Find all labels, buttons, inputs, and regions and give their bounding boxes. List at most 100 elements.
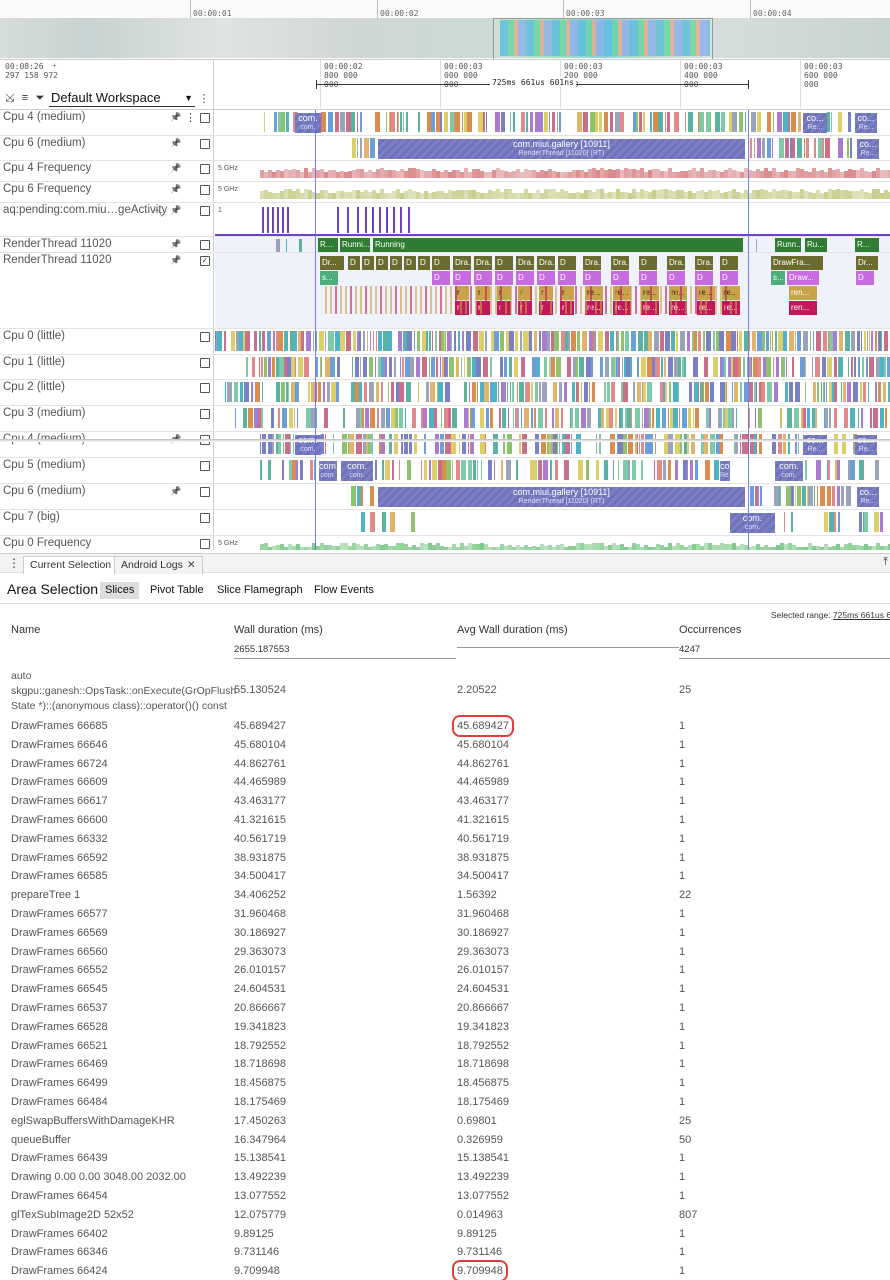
cpu-slice[interactable]: [471, 408, 475, 428]
thread-slice[interactable]: D: [418, 256, 430, 270]
cpu-slice[interactable]: [642, 382, 643, 402]
cpu-slice[interactable]: [829, 382, 832, 402]
cpu-slice[interactable]: [434, 408, 437, 428]
cpu-slice[interactable]: [467, 112, 472, 132]
cpu-slice[interactable]: [544, 357, 547, 377]
cpu-slice[interactable]: [473, 331, 478, 351]
cpu-slice[interactable]: [606, 408, 609, 428]
cpu-slice[interactable]: [521, 112, 525, 132]
thread-slice[interactable]: D: [537, 271, 555, 285]
cpu-slice[interactable]: [576, 357, 578, 377]
cpu-slice[interactable]: [816, 357, 820, 377]
cpu-slice[interactable]: [735, 434, 738, 454]
thread-slice-thin[interactable]: [690, 286, 692, 314]
cpu-slice[interactable]: [788, 112, 790, 132]
cpu-slice-labeled[interactable]: co...Re...: [803, 435, 827, 455]
cpu-slice[interactable]: [567, 357, 571, 377]
cpu-slice[interactable]: [791, 512, 793, 532]
cpu-slice[interactable]: [524, 408, 529, 428]
track-lane[interactable]: [215, 355, 890, 379]
cpu-slice[interactable]: [429, 408, 434, 428]
thread-slice-thin[interactable]: [325, 286, 327, 314]
cpu-slice[interactable]: [495, 112, 500, 132]
cpu-slice[interactable]: [757, 331, 762, 351]
cpu-slice[interactable]: [517, 382, 518, 402]
cpu-slice[interactable]: [401, 434, 403, 454]
track-shell[interactable]: Cpu 2 (little): [0, 380, 214, 405]
pin-icon[interactable]: 📌: [170, 112, 182, 122]
cpu-slice[interactable]: [857, 331, 860, 351]
cpu-slice[interactable]: [591, 357, 593, 377]
cpu-slice[interactable]: [476, 357, 481, 377]
thread-slice[interactable]: Dra...: [695, 256, 713, 270]
cpu-slice[interactable]: [732, 382, 733, 402]
cpu-slice[interactable]: [464, 112, 467, 132]
cpu-slice[interactable]: [555, 460, 558, 480]
cpu-slice[interactable]: [740, 434, 741, 454]
thread-slice-thin[interactable]: [515, 286, 517, 314]
cpu-slice[interactable]: [674, 112, 679, 132]
cpu-slice[interactable]: [622, 357, 623, 377]
cpu-slice[interactable]: [858, 408, 859, 428]
cpu-slice[interactable]: [832, 382, 834, 402]
track-row[interactable]: Cpu 4 (medium)📌com.com.co...Re...co...Re…: [0, 432, 890, 458]
cell-name[interactable]: DrawFrames 66454: [11, 1190, 108, 1202]
thread-slice-thin[interactable]: [595, 286, 597, 314]
cpu-slice[interactable]: [559, 434, 560, 454]
cpu-slice[interactable]: [442, 357, 444, 377]
thread-slice[interactable]: D: [495, 256, 513, 270]
cpu-slice[interactable]: [713, 357, 716, 377]
track-row[interactable]: Cpu 0 Frequency 5 GHz: [0, 536, 890, 550]
cpu-slice[interactable]: [529, 331, 532, 351]
cpu-slice[interactable]: [785, 382, 788, 402]
cell-name[interactable]: DrawFrames 66552: [11, 964, 108, 977]
pin-icon[interactable]: 📌: [170, 138, 182, 148]
cpu-slice[interactable]: [824, 512, 828, 532]
thread-slice-thin[interactable]: [560, 286, 562, 314]
cpu-slice[interactable]: [444, 331, 445, 351]
thread-slice-thin[interactable]: [660, 286, 662, 314]
cpu-slice[interactable]: [336, 382, 339, 402]
cpu-slice[interactable]: [827, 460, 828, 480]
thread-slice[interactable]: Runni...: [340, 238, 370, 252]
cpu-slice[interactable]: [385, 357, 387, 377]
cpu-slice[interactable]: [295, 382, 299, 402]
track-row[interactable]: RenderThread 11020 📌 R... Runni... Running Ru…: [0, 237, 890, 253]
cpu-slice[interactable]: [261, 408, 263, 428]
cpu-slice[interactable]: [762, 382, 765, 402]
thread-slice-thin[interactable]: [680, 286, 682, 314]
cpu-slice[interactable]: [829, 408, 831, 428]
thread-slice-thin[interactable]: [635, 286, 637, 314]
cpu-slice[interactable]: [485, 434, 486, 454]
cpu-slice[interactable]: [592, 382, 595, 402]
cpu-slice[interactable]: [671, 331, 675, 351]
cpu-slice[interactable]: [723, 408, 725, 428]
cell-name[interactable]: DrawFrames 66332: [11, 832, 108, 845]
thread-slice-thin[interactable]: [625, 286, 627, 314]
cpu-slice[interactable]: [618, 434, 623, 454]
cpu-slice[interactable]: [715, 112, 720, 132]
table-row[interactable]: DrawFrames 66454 13.077552 13.077552 1: [0, 1187, 890, 1206]
cpu-slice[interactable]: [431, 357, 435, 377]
track-row[interactable]: Cpu 6 Frequency 📌 5 GHz: [0, 182, 890, 203]
cpu-slice[interactable]: [813, 331, 814, 351]
cpu-slice[interactable]: [355, 357, 359, 377]
cpu-slice[interactable]: [411, 512, 415, 532]
cpu-slice[interactable]: [648, 331, 652, 351]
cpu-slice[interactable]: [846, 486, 851, 506]
cpu-slice[interactable]: [366, 434, 368, 454]
cpu-slice[interactable]: [676, 331, 678, 351]
cpu-slice[interactable]: [581, 382, 582, 402]
cpu-slice[interactable]: [315, 331, 317, 351]
cpu-slice[interactable]: [412, 408, 416, 428]
cpu-slice[interactable]: [375, 460, 377, 480]
cpu-slice[interactable]: [739, 331, 742, 351]
cpu-slice[interactable]: [656, 408, 660, 428]
cpu-slice[interactable]: [753, 357, 757, 377]
cpu-slice[interactable]: [429, 460, 431, 480]
cpu-slice[interactable]: [316, 408, 317, 428]
thread-slice-thin[interactable]: [470, 286, 472, 314]
thread-slice[interactable]: ren...: [789, 286, 817, 300]
thread-slice-thin[interactable]: [375, 286, 377, 314]
cpu-slice[interactable]: [321, 434, 324, 454]
